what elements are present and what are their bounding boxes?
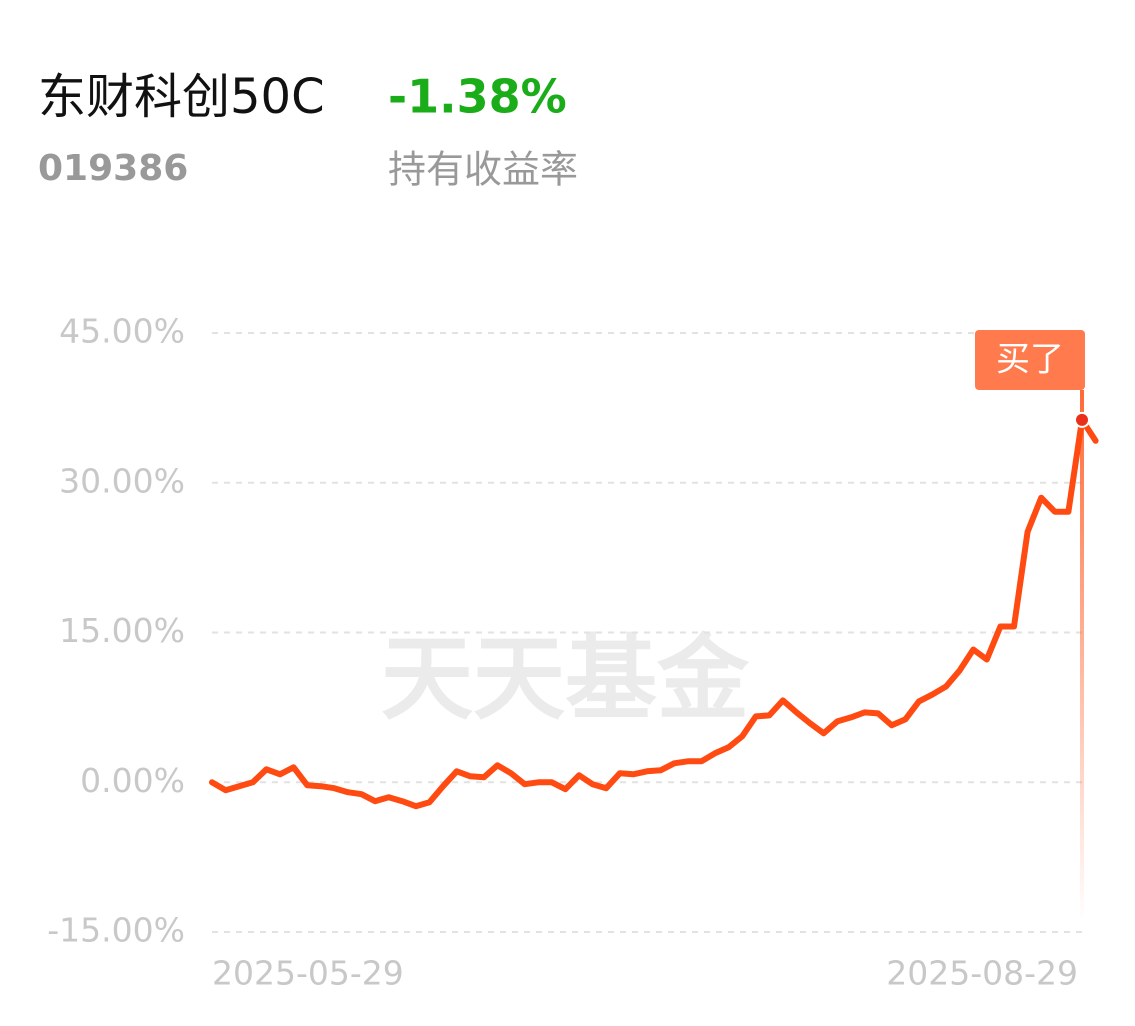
holding-return: -1.38% [388, 70, 567, 124]
fund-code: 019386 [38, 148, 188, 189]
y-tick-label: 45.00% [59, 312, 185, 351]
fund-name: 东财科创50C [38, 69, 325, 125]
marker-guide [1080, 390, 1084, 922]
watermark: 天天基金 [381, 625, 750, 732]
marker-dot [1074, 411, 1090, 428]
return-caption: 持有收益率 [388, 148, 578, 192]
y-tick-label: 15.00% [59, 611, 185, 650]
marker-box [975, 330, 1085, 390]
y-tick-label: -15.00% [47, 911, 185, 950]
x-tick-label: 2025-05-29 [212, 954, 404, 993]
line [209, 416, 1099, 810]
y-tick-label: 30.00% [59, 461, 185, 500]
y-tick-label: 0.00% [80, 761, 185, 800]
marker-label: 买了 [996, 340, 1064, 380]
x-tick-label: 2025-08-29 [886, 954, 1078, 993]
